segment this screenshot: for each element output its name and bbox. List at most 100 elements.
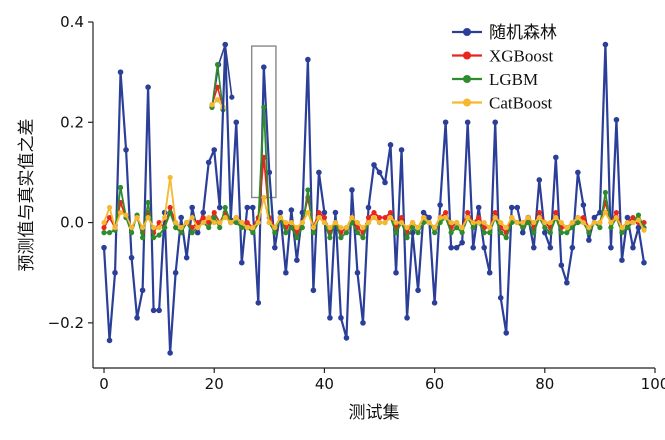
- data-point: [112, 224, 118, 231]
- data-point: [635, 212, 642, 218]
- data-point: [217, 219, 223, 226]
- data-point: [492, 119, 499, 126]
- data-point: [261, 154, 267, 160]
- data-point: [250, 230, 256, 236]
- data-point: [564, 230, 570, 236]
- data-point: [558, 230, 564, 236]
- data-point: [156, 232, 162, 238]
- data-point: [608, 244, 614, 251]
- data-point: [167, 174, 173, 181]
- data-point: [134, 214, 140, 221]
- data-point: [503, 330, 510, 336]
- data-point: [481, 219, 487, 226]
- data-point: [211, 219, 217, 226]
- data-point: [217, 224, 223, 231]
- data-point: [272, 230, 278, 236]
- data-point: [520, 219, 526, 226]
- data-point: [597, 219, 603, 226]
- y-tick-label: 0.0: [60, 214, 84, 232]
- data-point: [145, 199, 151, 206]
- data-point: [228, 219, 234, 226]
- inset-point: [209, 102, 215, 108]
- data-point: [101, 219, 107, 226]
- inset-series: [209, 97, 226, 110]
- data-point: [558, 262, 565, 269]
- data-point: [547, 244, 554, 251]
- data-point: [305, 209, 311, 216]
- data-point: [465, 209, 471, 216]
- data-point: [641, 227, 647, 233]
- data-point: [239, 224, 245, 231]
- data-point: [316, 214, 322, 221]
- data-point: [305, 56, 311, 63]
- data-point: [173, 224, 179, 231]
- data-point: [249, 204, 256, 211]
- data-point: [327, 224, 333, 231]
- data-point: [448, 230, 454, 236]
- data-point: [200, 219, 206, 226]
- data-point: [354, 219, 361, 226]
- data-point: [530, 244, 537, 251]
- data-point: [106, 214, 113, 221]
- data-point: [536, 214, 542, 221]
- legend-marker: [463, 51, 471, 60]
- data-point: [519, 229, 526, 236]
- data-point: [283, 219, 289, 226]
- data-point: [476, 219, 482, 226]
- data-point: [443, 209, 449, 216]
- data-point: [117, 184, 124, 191]
- data-point: [415, 287, 421, 294]
- data-point: [321, 219, 328, 226]
- data-point: [569, 224, 575, 231]
- data-point: [206, 224, 212, 231]
- data-point: [531, 230, 537, 236]
- data-point: [486, 269, 493, 276]
- data-point: [448, 219, 454, 226]
- data-point: [470, 224, 476, 231]
- data-point: [238, 259, 245, 266]
- data-point: [525, 219, 531, 226]
- data-point: [261, 64, 267, 70]
- data-point: [255, 300, 262, 306]
- x-tick-label: 100: [641, 375, 665, 393]
- data-point: [564, 279, 570, 286]
- data-point: [382, 214, 388, 221]
- legend-marker: [463, 28, 471, 36]
- data-point: [443, 214, 449, 221]
- data-point: [382, 219, 388, 226]
- data-point: [498, 230, 504, 236]
- data-point: [536, 209, 542, 216]
- data-point: [332, 209, 339, 216]
- data-point: [222, 214, 228, 221]
- data-point: [602, 189, 609, 196]
- data-point: [569, 219, 575, 226]
- data-point: [382, 179, 388, 186]
- data-point: [393, 269, 399, 276]
- data-point: [564, 224, 570, 231]
- data-point: [635, 224, 642, 231]
- data-point: [167, 204, 173, 211]
- data-point: [194, 229, 201, 236]
- data-point: [310, 230, 316, 236]
- data-point: [387, 209, 394, 216]
- data-point: [509, 214, 515, 221]
- data-point: [459, 239, 465, 246]
- data-point: [586, 237, 592, 243]
- data-point: [216, 204, 223, 211]
- data-point: [619, 257, 625, 263]
- data-point: [266, 219, 272, 226]
- data-point: [139, 287, 146, 294]
- data-point: [283, 230, 289, 236]
- data-point: [437, 214, 443, 221]
- data-point: [365, 204, 372, 211]
- data-point: [151, 224, 157, 231]
- data-point: [261, 194, 267, 201]
- data-point: [277, 214, 283, 221]
- data-point: [641, 259, 647, 266]
- data-point: [613, 214, 620, 221]
- data-point: [481, 230, 487, 236]
- data-point: [360, 320, 366, 326]
- data-point: [200, 209, 206, 216]
- data-point: [294, 235, 300, 241]
- legend-label: LGBM: [489, 70, 538, 89]
